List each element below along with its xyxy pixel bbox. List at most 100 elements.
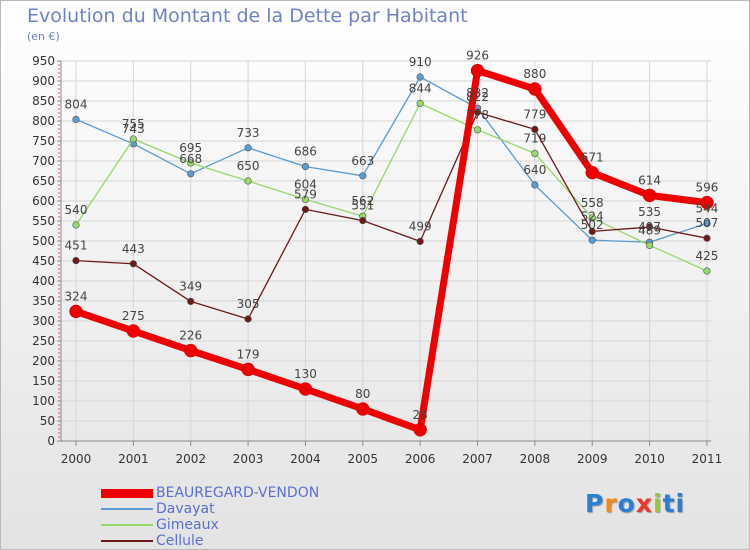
x-tick-label: 2000: [61, 452, 92, 466]
data-point-cellule: [359, 217, 367, 225]
y-minor-tick: [58, 436, 60, 438]
data-label-davayat: 663: [351, 154, 374, 168]
x-tick-label: 2007: [462, 452, 493, 466]
series-line-cellule: [75, 111, 708, 320]
x-tick-label: 2005: [348, 452, 379, 466]
logo-letter: r: [604, 489, 618, 518]
x-tick-label: 2004: [290, 452, 321, 466]
y-tick-label: 200: [32, 354, 55, 368]
data-label-gimeaux: 562: [351, 194, 374, 208]
data-point-beauregard-vendon: [298, 382, 313, 396]
y-minor-tick: [58, 68, 60, 70]
unit-label: (en €): [27, 30, 60, 43]
data-point-gimeaux: [129, 135, 137, 143]
data-label-davayat: 804: [65, 97, 88, 111]
y-minor-tick: [58, 364, 60, 366]
y-tick-label: 100: [32, 394, 55, 408]
data-label-gimeaux: 558: [581, 196, 604, 210]
legend-label-davayat: Davayat: [156, 501, 215, 517]
data-label-gimeaux: 755: [122, 117, 145, 131]
data-label-davayat: 668: [179, 152, 202, 166]
y-minor-tick: [58, 88, 60, 90]
x-tick-label: 2006: [405, 452, 436, 466]
y-minor-tick: [58, 104, 60, 106]
y-minor-tick: [58, 396, 60, 398]
data-label-gimeaux: 604: [294, 177, 317, 191]
axes: 0 50 100 150 200 250 300 350 400 450 500 550 600 650 7…: [32, 54, 722, 466]
data-label-beauregard-vendon: 179: [237, 347, 260, 361]
data-label-beauregard-vendon: 324: [65, 289, 88, 303]
data-point-beauregard-vendon: [413, 423, 427, 437]
y-minor-tick: [58, 256, 60, 258]
y-tick-label: 500: [32, 234, 55, 248]
y-minor-tick: [58, 192, 60, 194]
data-label-gimeaux: 425: [696, 249, 719, 263]
y-minor-tick: [58, 348, 60, 350]
data-point-cellule: [244, 315, 252, 323]
data-point-cellule: [72, 257, 80, 265]
y-minor-tick: [58, 288, 60, 290]
y-tick-label: 400: [32, 274, 55, 288]
y-minor-tick: [58, 108, 60, 110]
legend-label-gimeaux: Gimeaux: [156, 517, 219, 533]
data-label-davayat: 910: [409, 55, 432, 69]
y-minor-tick: [58, 232, 60, 234]
y-tick-label: 550: [32, 214, 55, 228]
data-label-beauregard-vendon: 880: [523, 67, 546, 81]
data-label-gimeaux: 489: [638, 223, 661, 237]
y-minor-tick: [58, 408, 60, 410]
data-label-gimeaux: 719: [523, 131, 546, 145]
y-minor-tick: [58, 156, 60, 158]
data-label-gimeaux: 540: [65, 203, 88, 217]
data-label-gimeaux: 695: [179, 141, 202, 155]
data-point-cellule: [301, 205, 310, 213]
data-point-gimeaux: [703, 267, 711, 275]
y-tick-label: 700: [32, 154, 55, 168]
data-point-davayat: [72, 115, 80, 123]
legend-label-beauregard-vendon: BEAUREGARD-VENDON: [156, 485, 320, 501]
logo-letter: P: [585, 489, 605, 518]
logo-letter: t: [662, 489, 676, 518]
data-point-beauregard-vendon: [356, 402, 370, 416]
y-minor-tick: [58, 176, 60, 178]
y-minor-tick: [58, 308, 60, 310]
y-minor-tick: [58, 416, 60, 418]
y-tick-label: 750: [32, 134, 55, 148]
legend-swatch-cellule: [101, 540, 153, 542]
x-tick-label: 2011: [692, 452, 723, 466]
data-point-gimeaux: [588, 214, 596, 222]
y-minor-tick: [58, 392, 60, 394]
y-minor-tick: [58, 284, 60, 286]
data-point-beauregard-vendon: [126, 324, 141, 338]
y-minor-tick: [58, 368, 60, 370]
y-minor-tick: [58, 188, 60, 190]
y-tick-label: 850: [32, 94, 55, 108]
y-minor-tick: [58, 404, 60, 406]
y-minor-tick: [58, 112, 60, 114]
y-minor-tick: [58, 388, 60, 390]
data-label-cellule: 535: [638, 205, 661, 219]
data-label-davayat: 733: [237, 126, 260, 140]
data-point-davayat: [244, 144, 252, 152]
y-minor-tick: [58, 252, 60, 254]
data-label-beauregard-vendon: 275: [122, 309, 145, 323]
y-minor-tick: [58, 424, 60, 426]
y-minor-tick: [58, 296, 60, 298]
x-tick-label: 2008: [520, 452, 551, 466]
data-point-cellule: [129, 260, 137, 268]
y-minor-tick: [58, 272, 60, 274]
y-tick-label: 0: [47, 434, 55, 448]
data-label-cellule: 349: [179, 279, 202, 293]
y-tick-label: 350: [32, 294, 55, 308]
y-minor-tick: [58, 352, 60, 354]
y-minor-tick: [58, 332, 60, 334]
legend-label-cellule: Cellule: [156, 533, 204, 549]
y-tick-label: 250: [32, 334, 55, 348]
y-minor-tick: [58, 376, 60, 378]
data-point-cellule: [416, 237, 424, 245]
y-minor-tick: [58, 248, 60, 250]
data-point-cellule: [703, 234, 711, 242]
data-label-beauregard-vendon: 80: [355, 387, 370, 401]
data-point-beauregard-vendon: [700, 195, 714, 210]
y-minor-tick: [58, 432, 60, 434]
